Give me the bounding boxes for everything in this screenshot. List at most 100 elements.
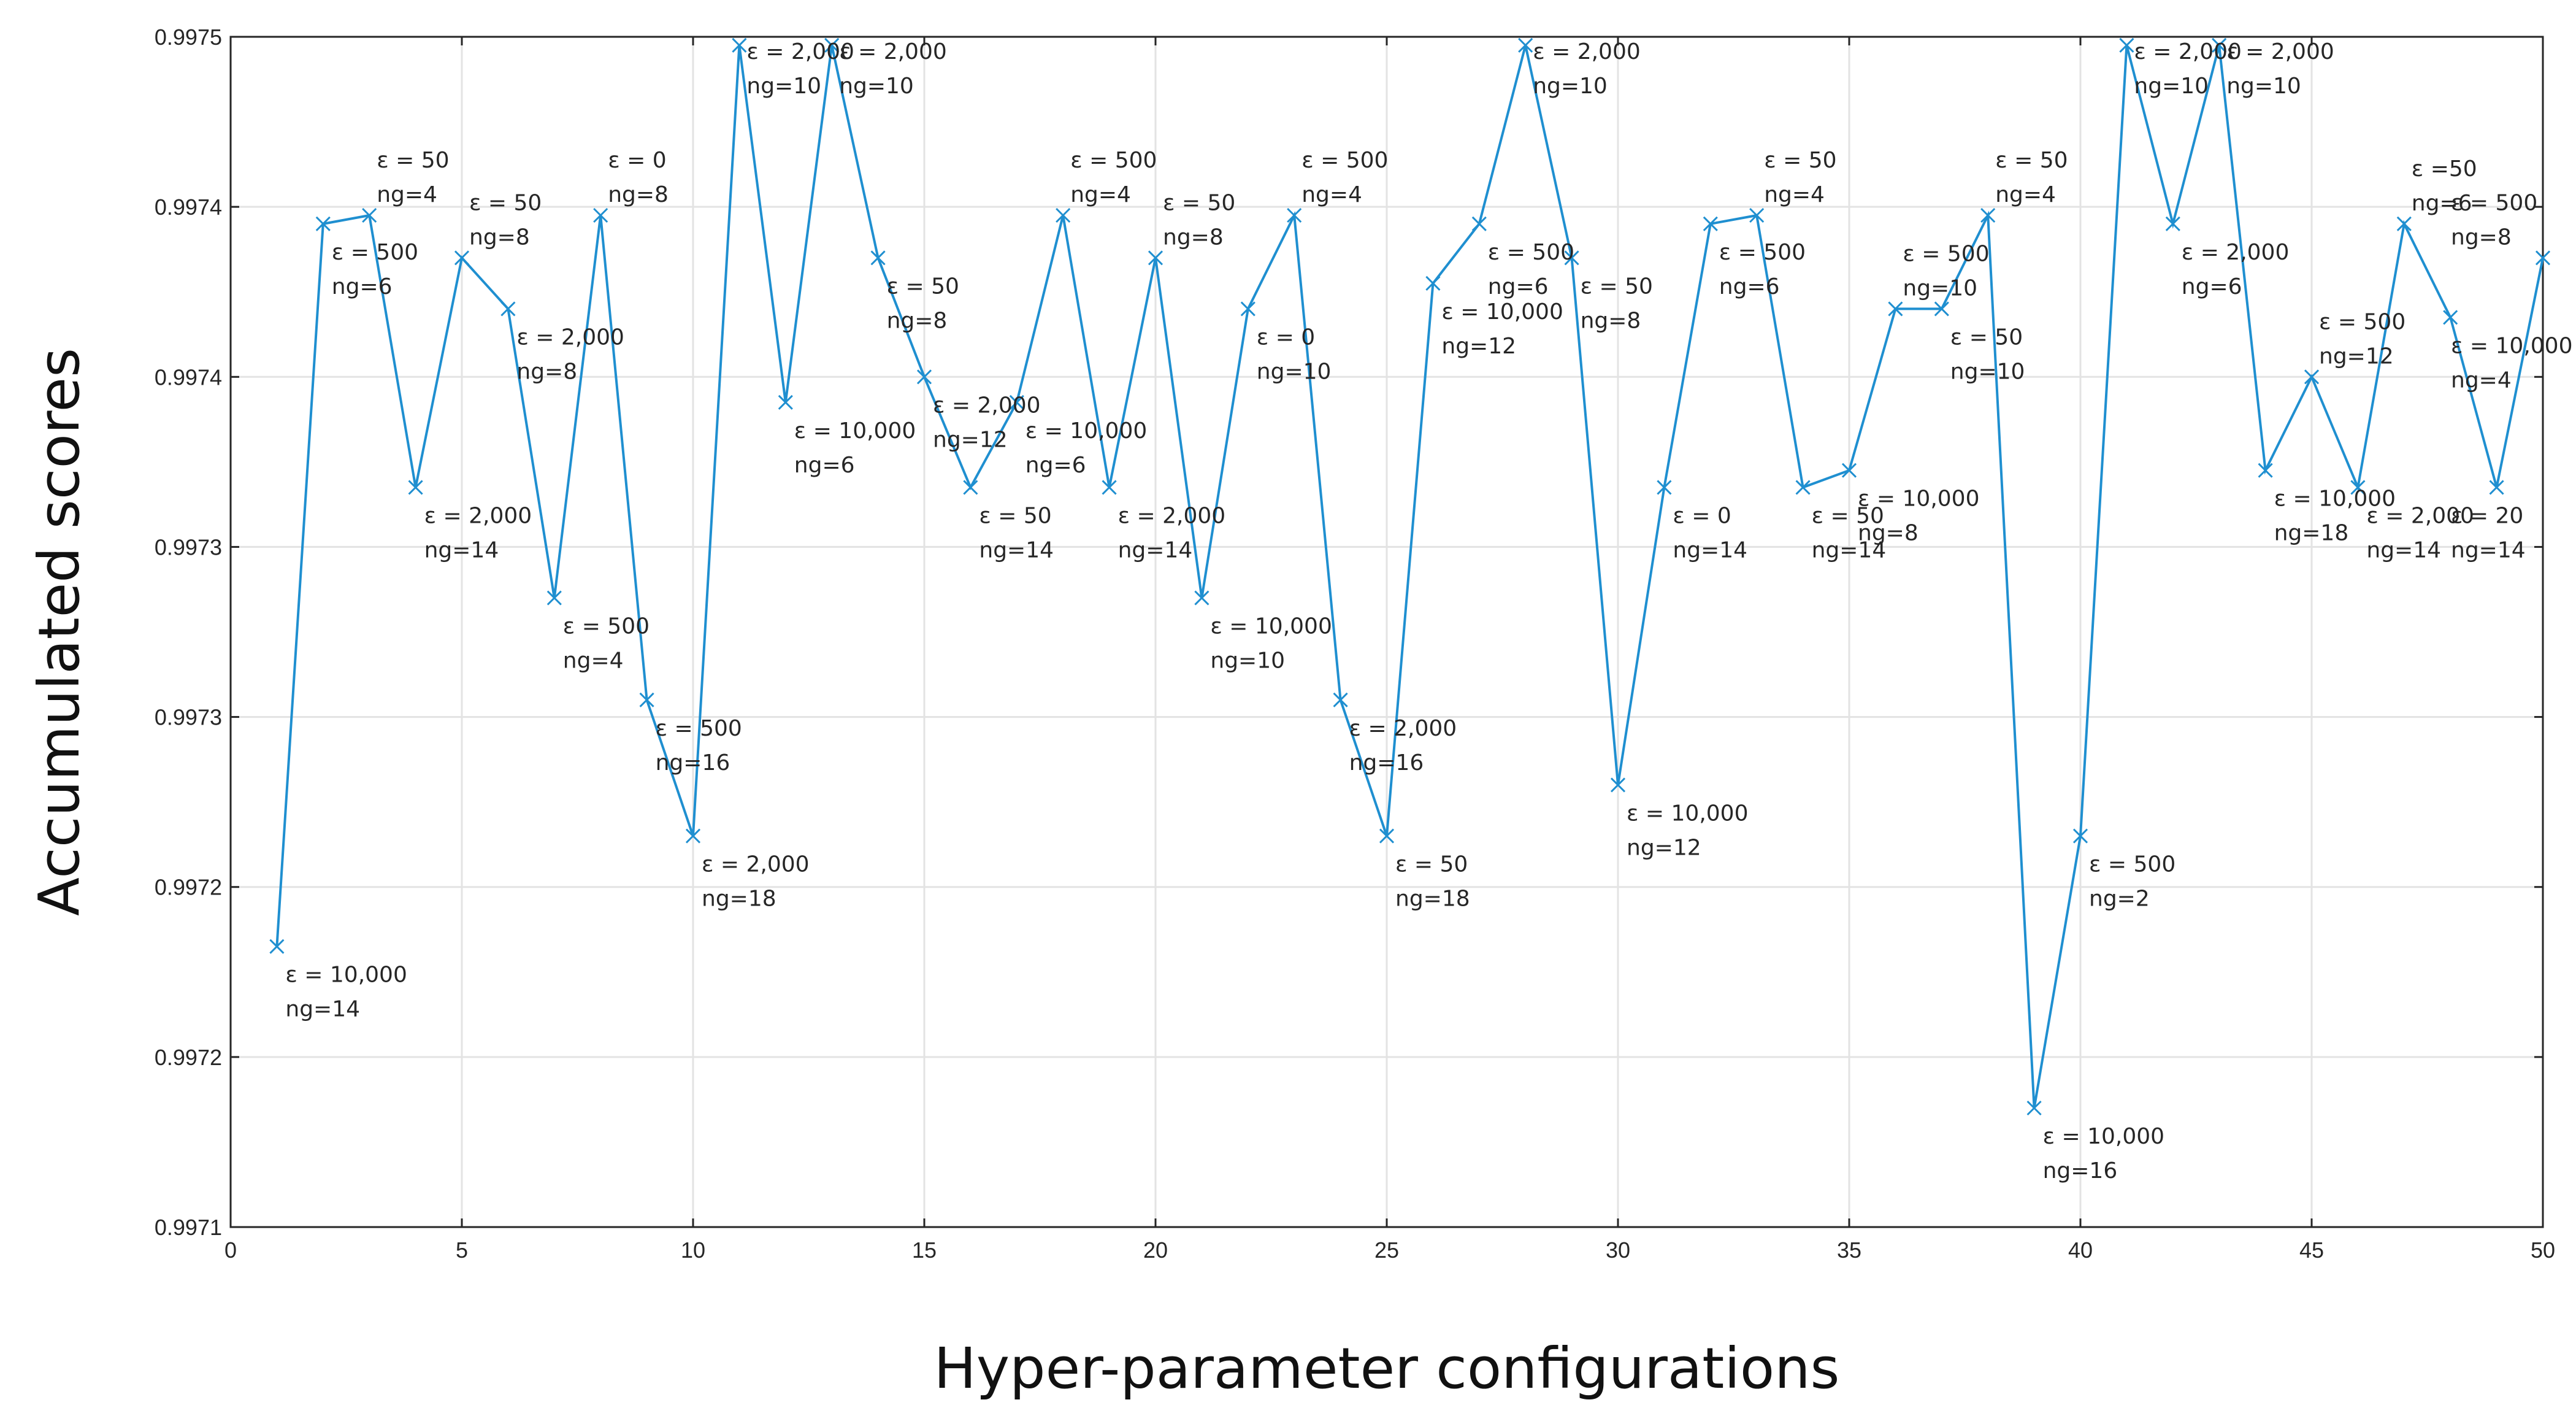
annotation-epsilon: ε = 10,000 bbox=[1210, 614, 1332, 639]
data-point bbox=[500, 301, 516, 317]
annotation-ng: ng=10 bbox=[839, 74, 914, 99]
annotation-label: ε = 0 ng=14 bbox=[1673, 503, 1747, 563]
annotation-label: ε = 500 ng=16 bbox=[656, 716, 742, 776]
annotation-label: ε = 10,000 ng=12 bbox=[1441, 299, 1563, 359]
annotation-epsilon: ε = 50 bbox=[1764, 148, 1836, 173]
annotation-label: ε =50 ng=6 bbox=[2412, 156, 2477, 216]
annotation-label: ε = 500 ng=2 bbox=[2089, 852, 2175, 912]
annotation-label: ε = 10,000 ng=16 bbox=[2043, 1124, 2164, 1183]
annotation-label: ε = 2,000 ng=10 bbox=[1533, 39, 1641, 99]
annotation-epsilon: ε = 2,000 bbox=[839, 39, 947, 64]
annotation-ng: ng=14 bbox=[2366, 537, 2441, 563]
annotation-label: ε = 10,000 ng=8 bbox=[1858, 487, 1979, 546]
annotation-epsilon: ε = 0 bbox=[608, 148, 666, 173]
annotation-ng: ng=8 bbox=[608, 182, 669, 207]
y-tick-label: 0.9974 bbox=[155, 194, 222, 220]
annotation-ng: ng=6 bbox=[1025, 453, 1086, 478]
data-point bbox=[2119, 37, 2134, 53]
data-point bbox=[2304, 369, 2320, 385]
annotation-epsilon: ε = 50 bbox=[377, 148, 449, 173]
data-point bbox=[1610, 777, 1626, 793]
annotation-ng: ng=8 bbox=[469, 225, 530, 250]
data-point bbox=[1934, 301, 1949, 317]
annotation-epsilon: ε = 20 bbox=[2451, 503, 2523, 528]
annotation-label: ε = 50 ng=8 bbox=[1163, 190, 1235, 250]
annotation-label: ε = 2,000 ng=16 bbox=[1349, 716, 1457, 776]
annotation-epsilon: ε = 500 bbox=[2319, 309, 2405, 334]
annotation-label: ε = 10,000 ng=6 bbox=[794, 418, 916, 478]
annotation-epsilon: ε = 50 bbox=[1812, 503, 1884, 528]
annotation-label: ε = 500 ng=4 bbox=[563, 614, 650, 674]
annotation-epsilon: ε = 10,000 bbox=[2043, 1124, 2164, 1149]
annotation-label: ε = 50 ng=8 bbox=[887, 274, 959, 333]
axis-ticks: 0 5 10 15 20 25 30 35 40 45 50 0.9971 0.9972 0.9972 0.… bbox=[155, 25, 2555, 1263]
data-point bbox=[1795, 480, 1811, 495]
annotation-ng: ng=14 bbox=[1118, 537, 1193, 563]
annotation-epsilon: ε = 50 bbox=[469, 190, 542, 215]
annotation-epsilon: ε = 50 bbox=[1950, 325, 2023, 350]
data-point bbox=[2535, 250, 2551, 266]
annotation-epsilon: ε = 50 bbox=[887, 274, 959, 299]
annotation-label: ε = 2,000 ng=14 bbox=[424, 503, 532, 563]
annotation-label: ε = 10,000 ng=14 bbox=[285, 963, 407, 1022]
data-point bbox=[870, 250, 886, 266]
annotation-ng: ng=14 bbox=[979, 537, 1054, 563]
data-point bbox=[2489, 480, 2504, 495]
annotation-ng: ng=6 bbox=[1488, 274, 1549, 299]
annotation-label: ε = 50 ng=8 bbox=[1581, 274, 1653, 333]
data-point bbox=[2072, 828, 2088, 844]
annotation-ng: ng=16 bbox=[656, 750, 730, 776]
data-point bbox=[593, 207, 608, 223]
data-point bbox=[1148, 250, 1163, 266]
data-point bbox=[1194, 590, 1209, 606]
data-point bbox=[732, 37, 747, 53]
x-tick-label: 15 bbox=[912, 1237, 937, 1263]
annotation-ng: ng=12 bbox=[1441, 334, 1516, 359]
annotation-ng: ng=10 bbox=[2134, 74, 2209, 99]
annotation-ng: ng=18 bbox=[1395, 887, 1470, 912]
annotation-label: ε = 50 ng=8 bbox=[469, 190, 542, 250]
data-point bbox=[1657, 480, 1672, 495]
data-point bbox=[2165, 216, 2180, 231]
annotation-ng: ng=12 bbox=[1627, 835, 1701, 860]
data-point bbox=[315, 216, 331, 231]
annotation-label: ε = 10,000 ng=6 bbox=[1025, 418, 1147, 478]
annotation-ng: ng=4 bbox=[1301, 182, 1362, 207]
annotation-ng: ng=14 bbox=[424, 537, 499, 563]
series-layer bbox=[269, 37, 2551, 1116]
x-tick-label: 35 bbox=[1837, 1237, 1861, 1263]
annotation-ng: ng=2 bbox=[2089, 887, 2150, 912]
data-point bbox=[454, 250, 470, 266]
data-point bbox=[2396, 216, 2412, 231]
annotation-label: ε = 0 ng=8 bbox=[608, 148, 669, 207]
annotation-epsilon: ε = 2,000 bbox=[933, 393, 1041, 418]
data-point bbox=[1518, 37, 1533, 53]
grid-lines bbox=[231, 37, 2543, 1227]
annotation-label: ε = 500 ng=6 bbox=[1488, 240, 1574, 299]
annotation-ng: ng=4 bbox=[563, 648, 624, 674]
annotation-epsilon: ε = 500 bbox=[1719, 240, 1806, 265]
annotation-epsilon: ε = 10,000 bbox=[1858, 487, 1979, 512]
y-tick-label: 0.9975 bbox=[155, 25, 222, 50]
data-point bbox=[1240, 301, 1255, 317]
annotation-label: ε = 2,000 ng=14 bbox=[2366, 503, 2474, 563]
annotation-ng: ng=6 bbox=[2412, 191, 2472, 216]
annotation-ng: ng=4 bbox=[2451, 368, 2512, 393]
series-line bbox=[275, 45, 2544, 1109]
annotation-ng: ng=14 bbox=[285, 997, 360, 1022]
y-tick-label: 0.9974 bbox=[155, 364, 222, 390]
data-point bbox=[1009, 394, 1024, 410]
data-point bbox=[1564, 250, 1579, 266]
annotation-epsilon: ε = 500 bbox=[1070, 148, 1157, 173]
annotation-epsilon: ε = 2,000 bbox=[516, 325, 624, 350]
annotation-ng: ng=10 bbox=[746, 74, 821, 99]
annotation-label: ε = 50 ng=4 bbox=[1995, 148, 2068, 207]
data-point bbox=[269, 939, 285, 954]
data-point bbox=[1379, 828, 1395, 844]
annotation-layer: ε = 10,000 ng=14ε = 500 ng=6ε = 50 ng=4ε = … bbox=[285, 39, 2572, 1183]
annotation-epsilon: ε = 2,000 bbox=[2366, 503, 2474, 528]
annotation-label: ε = 10,000 ng=12 bbox=[1627, 801, 1748, 860]
annotation-ng: ng=6 bbox=[794, 453, 855, 478]
annotation-epsilon: ε = 50 bbox=[1395, 852, 1468, 877]
